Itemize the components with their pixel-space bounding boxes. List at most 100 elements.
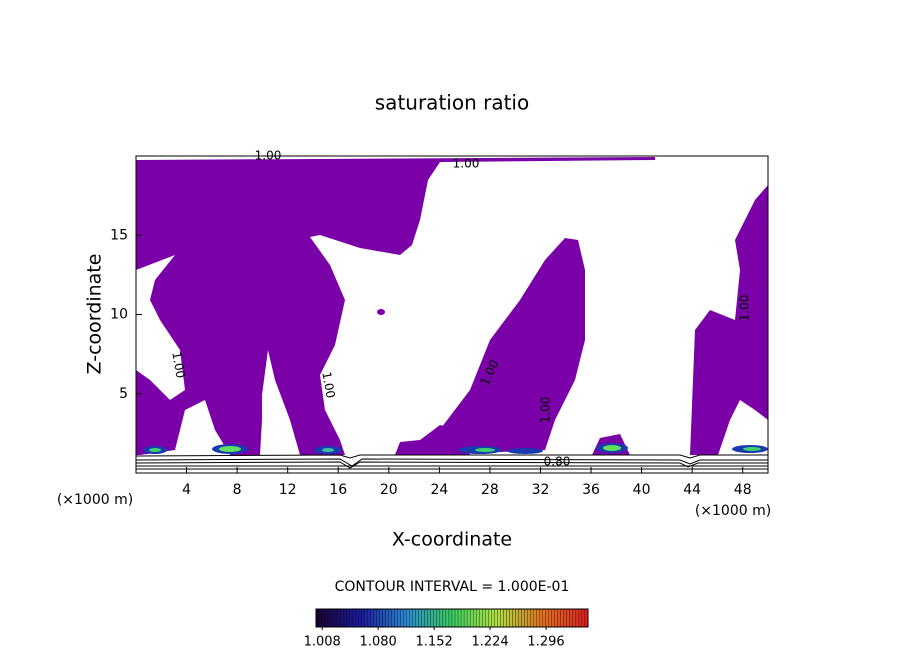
x-tick-label: 16: [329, 482, 347, 498]
region-above-one: [377, 309, 385, 315]
colorbar-cell: [575, 608, 580, 628]
colorbar-cell: [500, 608, 504, 628]
region-above-one: [690, 185, 768, 455]
x-tick-label: 12: [279, 482, 297, 498]
y-axis-label: Z-coordinate: [84, 254, 106, 375]
colorbar-cell: [512, 608, 516, 628]
colorbar-cell: [445, 608, 450, 628]
blob: [743, 447, 761, 451]
colorbar-cell: [463, 608, 468, 628]
colorbar-cell: [466, 608, 471, 628]
contour-labels: 1.00 1.00 1.00 1.00 1.00 1.00 1.00 0.80: [169, 149, 751, 469]
x-tick-label: 36: [582, 482, 600, 498]
x-tick-label: 40: [633, 482, 651, 498]
blob: [149, 448, 161, 452]
colorbar-cell: [569, 608, 574, 628]
colorbar-cell: [412, 608, 416, 628]
colorbar-cell: [469, 608, 474, 628]
colorbar-frame: [315, 608, 589, 628]
colorbar-cell: [454, 608, 459, 628]
colorbar-cell: [349, 608, 353, 628]
colorbar-cell: [572, 608, 577, 628]
contour-label: 0.80: [544, 455, 571, 469]
contour-line: [135, 454, 768, 459]
colorbar-cell: [439, 608, 444, 628]
x-tick-label: 28: [481, 482, 499, 498]
colorbar-cell: [485, 608, 489, 628]
colorbar-cell: [448, 608, 453, 628]
colorbar-cell: [515, 608, 519, 628]
colorbar-cell: [563, 608, 567, 628]
colorbar-cell: [376, 608, 380, 628]
x-tick-label: 44: [683, 482, 701, 498]
colorbar-cell: [361, 608, 365, 628]
y-tick-label: 10: [110, 307, 128, 323]
colorbar-cell: [581, 608, 586, 628]
colorbar-cell: [491, 608, 495, 628]
colorbar-cell: [397, 608, 401, 628]
x-tick-label: 20: [380, 482, 398, 498]
colorbar-tick-label: 1.224: [471, 635, 508, 650]
colorbar-cell: [560, 608, 564, 628]
colorbar-cell: [476, 608, 480, 628]
colorbar-cell: [551, 608, 555, 628]
chart-title: saturation ratio: [375, 91, 529, 115]
colorbar-cell: [578, 608, 583, 628]
colorbar-cell: [346, 608, 350, 628]
colorbar-tick-label: 1.296: [527, 635, 564, 650]
colorbar-cell: [391, 608, 395, 628]
colorbar-cell: [418, 608, 422, 628]
blob: [219, 446, 241, 452]
blob: [603, 445, 621, 451]
colorbar-cell: [473, 608, 477, 628]
contour-interval: CONTOUR INTERVAL = 1.000E-01: [335, 579, 570, 595]
y-tick-label: 15: [110, 227, 128, 243]
colorbar-cell: [430, 608, 435, 628]
x-axis-label: X-coordinate: [392, 529, 512, 551]
colorbar-tick-label: 1.152: [416, 635, 453, 650]
colorbar-cell: [330, 608, 335, 628]
colorbar: 1.008 1.080 1.152 1.224 1.296: [304, 608, 589, 650]
colorbar-cell: [545, 608, 549, 628]
colorbar-cell: [406, 608, 410, 628]
colorbar-cell: [382, 608, 386, 628]
x-tick-label: 24: [430, 482, 448, 498]
colorbar-cell: [539, 608, 543, 628]
colorbar-cell: [503, 608, 507, 628]
blob: [322, 448, 334, 452]
colorbar-cell: [566, 608, 571, 628]
colorbar-cell: [321, 608, 326, 628]
colorbar-cell: [337, 608, 341, 628]
colorbar-cell: [451, 608, 456, 628]
colorbar-cell: [536, 608, 540, 628]
colorbar-cell: [409, 608, 413, 628]
colorbar-cell: [318, 608, 323, 628]
colorbar-cell: [385, 608, 389, 628]
colorbar-cell: [527, 608, 531, 628]
colorbar-cell: [367, 608, 371, 628]
colorbar-cell: [530, 608, 534, 628]
contour-line: [135, 461, 768, 469]
colorbar-cell: [424, 608, 428, 628]
contour-label: 1.00: [169, 351, 187, 380]
colorbar-tick-label: 1.008: [304, 635, 341, 650]
region-above-one: [136, 157, 655, 455]
contour-regions: [136, 157, 768, 455]
contour-label: 1.00: [539, 397, 553, 424]
contour-label: 1.00: [319, 371, 337, 400]
colorbar-cell: [521, 608, 525, 628]
contour-line: [135, 458, 768, 467]
x-unit-label: (×1000 m): [57, 492, 133, 508]
colorbar-cell: [506, 608, 510, 628]
colorbar-cell: [340, 608, 344, 628]
colorbar-cell: [388, 608, 392, 628]
colorbar-cell: [427, 608, 431, 628]
colorbar-cell: [433, 608, 438, 628]
region-above-one: [430, 238, 585, 455]
colorbar-cell: [352, 608, 356, 628]
colorbar-cell: [494, 608, 498, 628]
colorbar-cell: [554, 608, 558, 628]
colorbar-cell: [557, 608, 561, 628]
colorbar-cell: [436, 608, 441, 628]
